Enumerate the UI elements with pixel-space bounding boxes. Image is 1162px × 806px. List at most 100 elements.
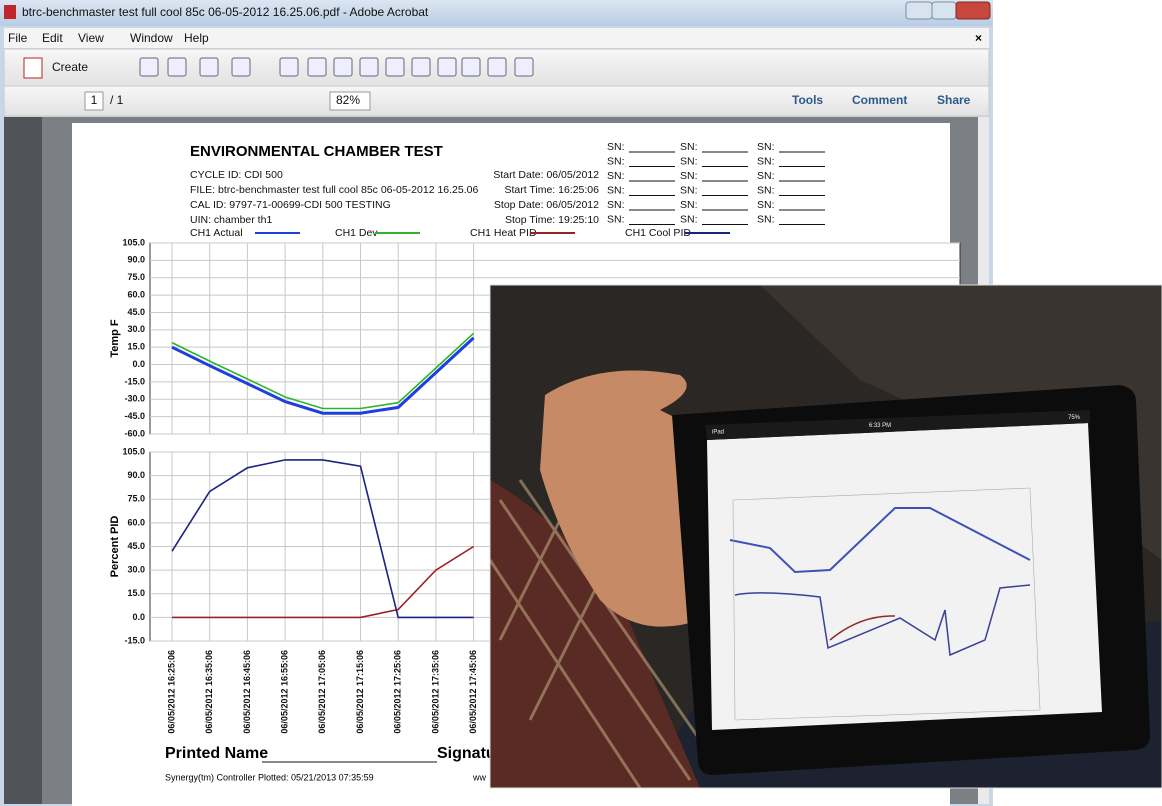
y-tick-label: 45.0 bbox=[127, 541, 145, 551]
doc-title: ENVIRONMENTAL CHAMBER TEST bbox=[190, 143, 443, 160]
y-tick-label: 60.0 bbox=[127, 517, 145, 527]
x-tick-label: 06/05/2012 17:15:06 bbox=[355, 650, 365, 734]
sn-label: SN: bbox=[607, 184, 625, 196]
y-tick-label: -15.0 bbox=[124, 635, 145, 645]
pane-link[interactable]: Tools bbox=[792, 93, 823, 107]
page-total: / 1 bbox=[110, 93, 124, 107]
tool-icon[interactable] bbox=[280, 58, 298, 76]
tool-icon[interactable] bbox=[462, 58, 480, 76]
tool-icon[interactable] bbox=[168, 58, 186, 76]
info-left: UIN: chamber th1 bbox=[190, 214, 272, 226]
y-tick-label: -15.0 bbox=[124, 376, 145, 386]
y-tick-label: 105.0 bbox=[122, 446, 145, 456]
maximize-button[interactable] bbox=[932, 2, 956, 19]
y-tick-label: 45.0 bbox=[127, 307, 145, 317]
plotted-note: Synergy(tm) Controller Plotted: 05/21/20… bbox=[165, 772, 374, 782]
sn-label: SN: bbox=[757, 155, 775, 167]
tablet-screen bbox=[707, 423, 1102, 730]
menu-item[interactable]: Edit bbox=[42, 31, 63, 45]
info-left: CYCLE ID: CDI 500 bbox=[190, 169, 283, 181]
photo: iPad 6:33 PM 75% bbox=[490, 285, 1162, 788]
tablet-status: iPad bbox=[712, 430, 724, 436]
minimize-button[interactable] bbox=[906, 2, 932, 19]
sn-label: SN: bbox=[607, 141, 625, 153]
tool-icon[interactable] bbox=[488, 58, 506, 76]
x-tick-label: 06/05/2012 17:35:06 bbox=[430, 650, 440, 734]
close-button[interactable] bbox=[956, 2, 990, 19]
x-tick-label: 06/05/2012 17:05:06 bbox=[317, 650, 327, 734]
sn-label: SN: bbox=[757, 213, 775, 225]
info-right: Start Date: 06/05/2012 bbox=[493, 169, 599, 181]
info-right: Start Time: 16:25:06 bbox=[504, 184, 599, 196]
y-tick-label: 0.0 bbox=[132, 612, 145, 622]
sn-label: SN: bbox=[607, 199, 625, 211]
screen: btrc-benchmaster test full cool 85c 06-0… bbox=[0, 0, 1162, 806]
sn-label: SN: bbox=[680, 170, 698, 182]
sn-label: SN: bbox=[757, 170, 775, 182]
y-axis-label: Percent PID bbox=[109, 516, 121, 578]
y-tick-label: 90.0 bbox=[127, 470, 145, 480]
close-doc[interactable]: × bbox=[975, 31, 982, 45]
info-right: Stop Date: 06/05/2012 bbox=[494, 199, 599, 211]
x-tick-label: 06/05/2012 16:55:06 bbox=[279, 650, 289, 734]
signature: Signatu bbox=[437, 745, 496, 762]
info-left: FILE: btrc-benchmaster test full cool 85… bbox=[190, 184, 478, 196]
menu-item[interactable]: View bbox=[78, 31, 104, 45]
sn-label: SN: bbox=[680, 213, 698, 225]
tool-icon[interactable] bbox=[308, 58, 326, 76]
page-number[interactable]: 1 bbox=[91, 93, 98, 107]
tool-icon[interactable] bbox=[386, 58, 404, 76]
pane-link[interactable]: Comment bbox=[852, 93, 907, 107]
tool-icon[interactable] bbox=[360, 58, 378, 76]
legend-label: CH1 Dev bbox=[335, 227, 378, 239]
sn-label: SN: bbox=[607, 213, 625, 225]
sn-label: SN: bbox=[757, 199, 775, 211]
y-tick-label: -30.0 bbox=[124, 394, 145, 404]
y-tick-label: 15.0 bbox=[127, 588, 145, 598]
y-tick-label: 15.0 bbox=[127, 342, 145, 352]
sn-label: SN: bbox=[680, 155, 698, 167]
sn-label: SN: bbox=[680, 199, 698, 211]
y-tick-label: -45.0 bbox=[124, 411, 145, 421]
tool-icon[interactable] bbox=[438, 58, 456, 76]
tool-icon[interactable] bbox=[412, 58, 430, 76]
y-axis-label: Temp F bbox=[109, 319, 121, 358]
tool-icon[interactable] bbox=[232, 58, 250, 76]
create-button[interactable]: Create bbox=[52, 60, 88, 74]
tablet-status: 6:33 PM bbox=[869, 423, 891, 429]
x-tick-label: 06/05/2012 16:35:06 bbox=[204, 650, 214, 734]
pane-link[interactable]: Share bbox=[937, 93, 971, 107]
menu-item[interactable]: File bbox=[8, 31, 28, 45]
legend-label: CH1 Cool PID bbox=[625, 227, 691, 239]
tool-icon[interactable] bbox=[140, 58, 158, 76]
y-tick-label: 0.0 bbox=[132, 359, 145, 369]
x-tick-label: 06/05/2012 17:45:06 bbox=[468, 650, 478, 734]
zoom-value[interactable]: 82% bbox=[336, 93, 360, 107]
sn-label: SN: bbox=[607, 170, 625, 182]
y-tick-label: 75.0 bbox=[127, 494, 145, 504]
tablet-status: 75% bbox=[1068, 415, 1081, 421]
sn-label: SN: bbox=[680, 141, 698, 153]
sn-label: SN: bbox=[757, 141, 775, 153]
sn-label: SN: bbox=[757, 184, 775, 196]
y-tick-label: 30.0 bbox=[127, 565, 145, 575]
info-left: CAL ID: 9797-71-00699-CDI 500 TESTING bbox=[190, 199, 391, 211]
legend-label: CH1 Actual bbox=[190, 227, 243, 239]
y-tick-label: 60.0 bbox=[127, 289, 145, 299]
y-tick-label: 105.0 bbox=[122, 237, 145, 247]
y-tick-label: 30.0 bbox=[127, 324, 145, 334]
x-tick-label: 06/05/2012 16:25:06 bbox=[166, 650, 176, 734]
sn-label: SN: bbox=[607, 155, 625, 167]
sn-label: SN: bbox=[680, 184, 698, 196]
menu-item[interactable]: Help bbox=[184, 31, 209, 45]
tool-icon[interactable] bbox=[515, 58, 533, 76]
y-tick-label: 90.0 bbox=[127, 255, 145, 265]
printed-name: Printed Name bbox=[165, 745, 268, 762]
nav-panel bbox=[4, 117, 42, 804]
create-icon[interactable] bbox=[24, 58, 42, 78]
menu-item[interactable]: Window bbox=[130, 31, 173, 45]
x-tick-label: 06/05/2012 16:45:06 bbox=[242, 650, 252, 734]
y-tick-label: -60.0 bbox=[124, 428, 145, 438]
tool-icon[interactable] bbox=[200, 58, 218, 76]
tool-icon[interactable] bbox=[334, 58, 352, 76]
